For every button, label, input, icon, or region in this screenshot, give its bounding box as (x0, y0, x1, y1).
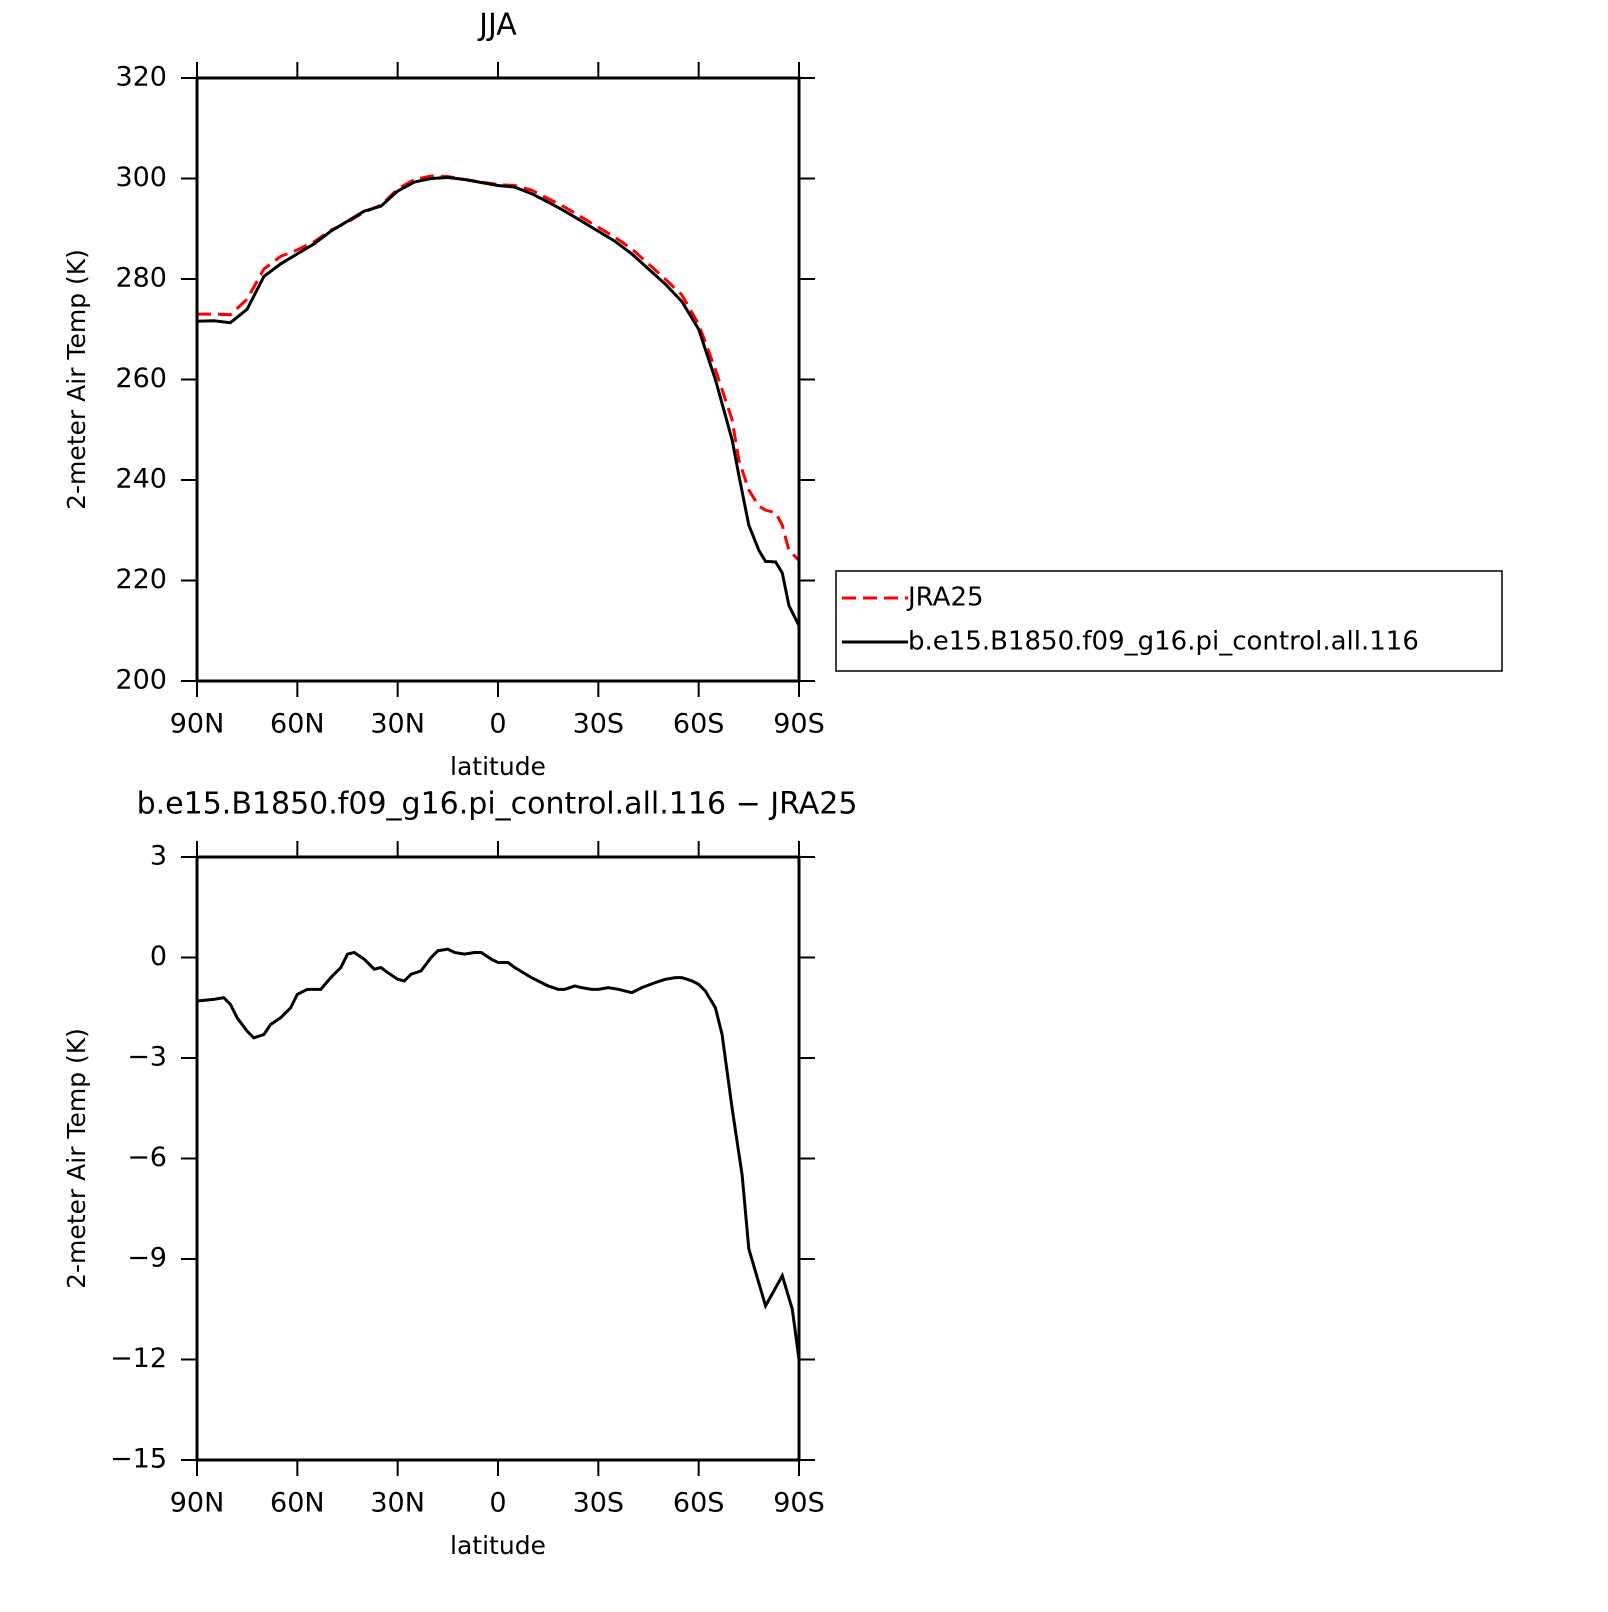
y-tick-label: 280 (115, 263, 167, 294)
legend-label: b.e15.B1850.f09_g16.pi_control.all.116 (908, 627, 1419, 657)
chart-title: JJA (477, 8, 517, 43)
y-tick-label: −12 (110, 1343, 167, 1374)
x-tick-label: 90N (170, 709, 225, 740)
x-tick-label: 60S (673, 1488, 725, 1519)
y-tick-label: 300 (115, 162, 167, 193)
x-tick-label: 30S (573, 1488, 625, 1519)
x-tick-label: 0 (489, 709, 506, 740)
plot-frame (195, 76, 801, 683)
y-tick-label: 260 (115, 363, 167, 394)
legend-label: JRA25 (906, 583, 984, 613)
x-tick-label: 60N (270, 709, 325, 740)
chart-title: b.e15.B1850.f09_g16.pi_control.all.116 −… (137, 787, 858, 822)
y-tick-label: 3 (150, 841, 167, 872)
y-tick-label: 0 (150, 941, 167, 972)
x-tick-label: 60S (673, 709, 725, 740)
x-tick-label: 60N (270, 1488, 325, 1519)
x-tick-label: 30N (370, 1488, 425, 1519)
y-tick-label: −15 (110, 1444, 167, 1475)
plot-frame (195, 855, 801, 1462)
y-tick-label: 320 (115, 62, 167, 93)
y-tick-label: −3 (127, 1042, 167, 1073)
y-tick-label: 240 (115, 464, 167, 495)
y-tick-label: −6 (127, 1142, 167, 1173)
y-axis-label: 2-meter Air Temp (K) (62, 249, 91, 510)
y-tick-label: 200 (115, 665, 167, 696)
y-tick-label: 220 (115, 564, 167, 595)
x-tick-label: 90N (170, 1488, 225, 1519)
y-tick-label: −9 (127, 1243, 167, 1274)
x-tick-label: 30S (573, 709, 625, 740)
data-line (197, 174, 801, 562)
data-line (196, 175, 801, 627)
x-tick-label: 90S (773, 1488, 825, 1519)
x-axis-label: latitude (450, 752, 546, 781)
x-tick-label: 90S (773, 709, 825, 740)
data-line (196, 947, 801, 1360)
legend-box (835, 570, 1503, 672)
x-axis-label: latitude (450, 1531, 546, 1560)
y-axis-label: 2-meter Air Temp (K) (62, 1028, 91, 1289)
x-tick-label: 30N (370, 709, 425, 740)
x-tick-label: 0 (489, 1488, 506, 1519)
